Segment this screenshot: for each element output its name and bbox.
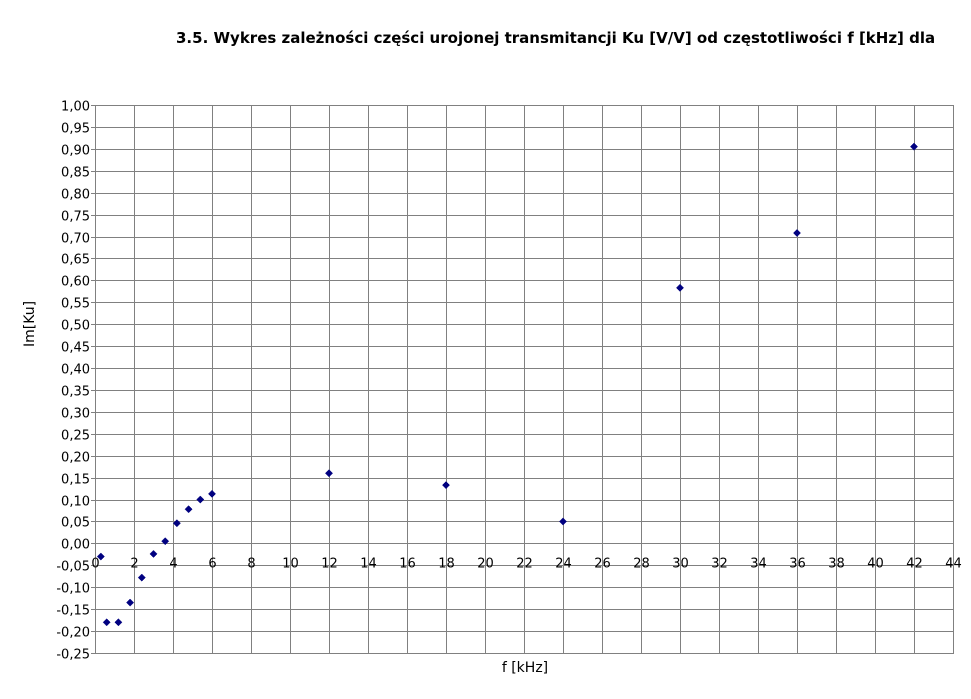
plot-area [95,105,954,654]
data-point [96,552,105,561]
x-tick-label: 32 [711,556,728,571]
x-tick-label: 8 [247,556,255,571]
x-tick-label: 40 [867,556,884,571]
x-tick-label: 4 [169,556,177,571]
y-tick-label: -0,20 [56,626,90,641]
y-tick-label: 0,90 [61,144,90,159]
y-tick-label: 0,70 [61,232,90,247]
x-tick-label: 34 [750,556,767,571]
data-point [910,142,918,151]
x-tick-label: 14 [360,556,377,571]
x-tick-label: 26 [594,556,611,571]
y-axis-ticks: 1,00 0,95 0,90 0,85 0,80 0,75 0,70 0,65 0,60 0,55… [56,100,90,663]
x-tick-label: 2 [130,556,138,571]
x-tick-label: 18 [438,556,455,571]
y-tick-label: -0,15 [56,604,90,619]
data-point [442,481,450,490]
y-tick-label: 0,05 [61,516,90,531]
y-tick-label: 0,75 [61,210,90,225]
data-point [793,229,801,237]
data-point [676,283,684,292]
y-tick-label: 0,30 [61,407,90,422]
y-tick-label: 0,80 [61,188,90,203]
y-tick-label: 0,25 [61,429,90,444]
data-point [325,469,333,478]
data-point [196,495,205,504]
data-point [137,573,146,582]
y-tick-label: -0,25 [56,648,90,663]
y-tick-label: 0,50 [61,319,90,334]
x-axis-label: f [kHz] [502,660,548,676]
y-tick-label: 0,35 [61,385,90,400]
y-tick-label: 0,45 [61,341,90,356]
x-tick-label: 28 [633,556,650,571]
x-tick-label: 42 [906,556,923,571]
y-tick-label: 0,20 [61,451,90,466]
y-tick-label: 0,00 [61,538,90,553]
y-tick-label: 0,55 [61,297,90,312]
x-tick-label: 30 [672,556,689,571]
y-tick-label: -0,10 [56,582,90,597]
data-point [102,618,111,627]
y-tick-label: 0,60 [61,275,90,290]
x-tick-label: 6 [208,556,216,571]
data-point [161,537,170,546]
x-tick-label: 0 [91,556,99,571]
x-tick-label: 10 [282,556,299,571]
x-tick-label: 36 [789,556,806,571]
x-tick-label: 44 [945,556,962,571]
chart-title: 3.5. Wykres zależności części urojonej t… [176,29,935,47]
data-point [559,517,567,526]
x-tick-label: 38 [828,556,845,571]
y-tick-label: 0,10 [61,495,90,510]
data-point [184,505,193,514]
y-tick-label: 0,95 [61,122,90,137]
y-axis-label: Im[Ku] [22,301,38,347]
data-point [172,519,181,528]
x-tick-label: 16 [399,556,416,571]
y-tick-label: 0,40 [61,363,90,378]
x-tick-label: 24 [555,556,572,571]
y-tick-label: 0,65 [61,253,90,268]
data-point [208,489,216,498]
data-point [126,598,135,607]
x-tick-label: 22 [516,556,533,571]
y-tick-label: 1,00 [61,100,90,115]
data-points [96,142,918,627]
x-tick-label: 20 [477,556,494,571]
y-tick-label: 0,85 [61,166,90,181]
x-axis-ticks: 0 2 4 6 8 10 12 14 16 18 20 22 24 26 28 30 32 34 36 38 40 42 4… [91,556,961,571]
y-tick-label: -0,05 [56,560,90,575]
data-point [149,549,158,558]
x-tick-label: 12 [321,556,338,571]
data-point [114,618,123,627]
y-tick-label: 0,15 [61,473,90,488]
